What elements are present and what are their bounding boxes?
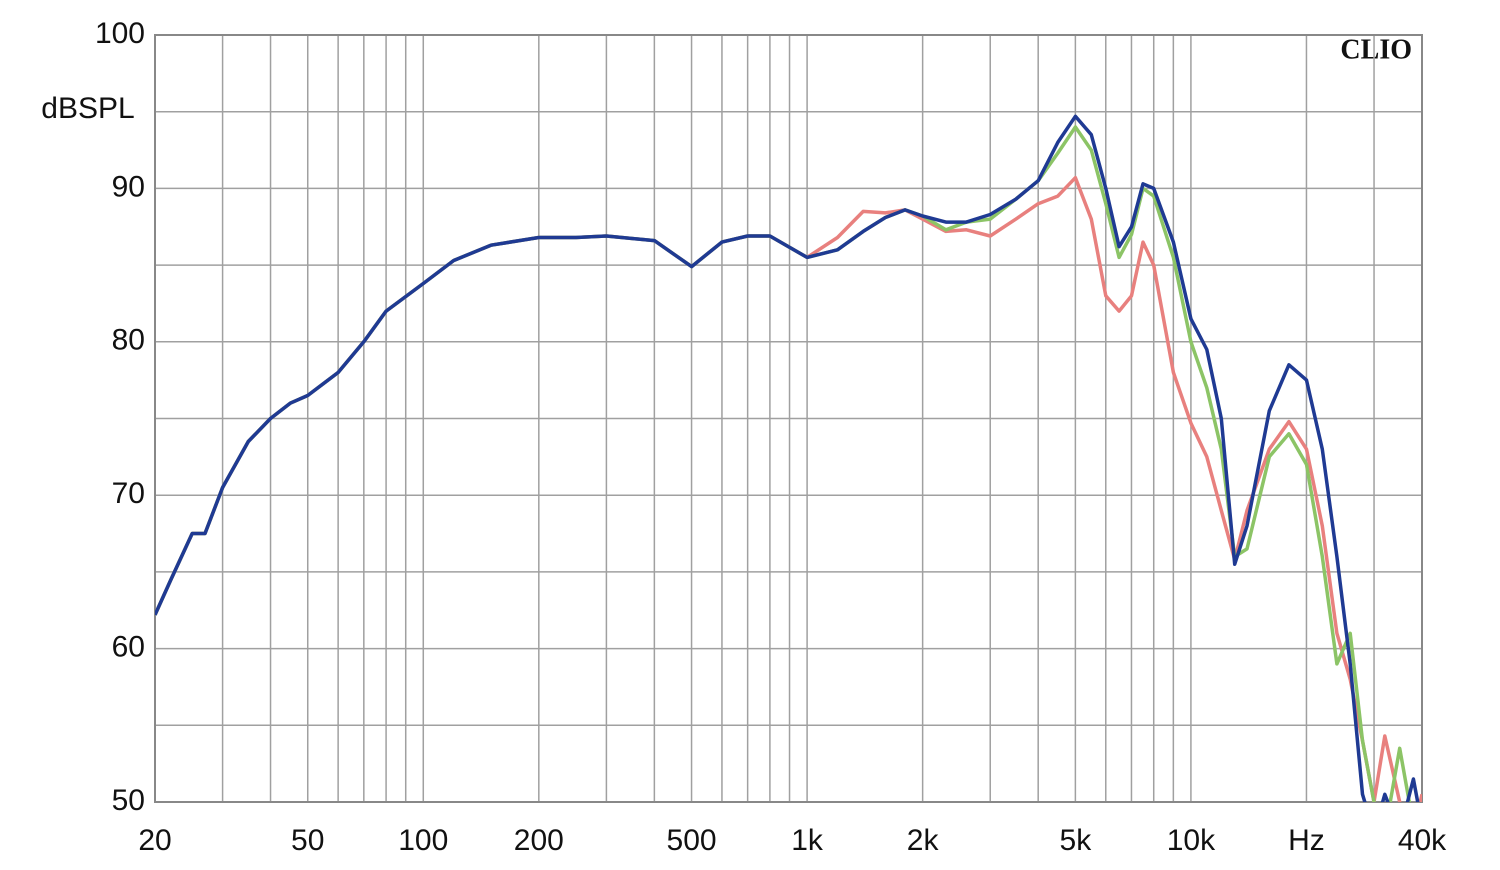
x-tick-label: 100 — [398, 824, 448, 857]
x-tick-label: 50 — [291, 824, 324, 857]
plot-frame — [154, 34, 1423, 803]
x-tick-label: 5k — [1060, 824, 1093, 857]
x-tick-label: 500 — [667, 824, 717, 857]
annotation: CLIO — [1340, 34, 1412, 65]
y-axis-label: dBSPL — [41, 92, 134, 125]
series-line — [155, 175, 1422, 802]
y-tick-label: 70 — [112, 477, 145, 510]
x-tick-label: 2k — [907, 824, 940, 857]
y-tick-label: 50 — [112, 784, 145, 817]
x-tick-label: 20 — [138, 824, 171, 857]
y-tick-label: 80 — [112, 324, 145, 357]
y-tick-label: 100 — [95, 17, 145, 50]
series-line — [155, 125, 1412, 802]
y-tick-label: 60 — [112, 631, 145, 664]
x-tick-label: 40k — [1398, 824, 1447, 857]
x-tick-label: 1k — [791, 824, 824, 857]
y-tick-label: 90 — [112, 170, 145, 203]
x-tick-label: Hz — [1288, 824, 1325, 857]
series-line — [155, 114, 1420, 802]
x-tick-label: 200 — [514, 824, 564, 857]
x-tick-label: 10k — [1167, 824, 1216, 857]
